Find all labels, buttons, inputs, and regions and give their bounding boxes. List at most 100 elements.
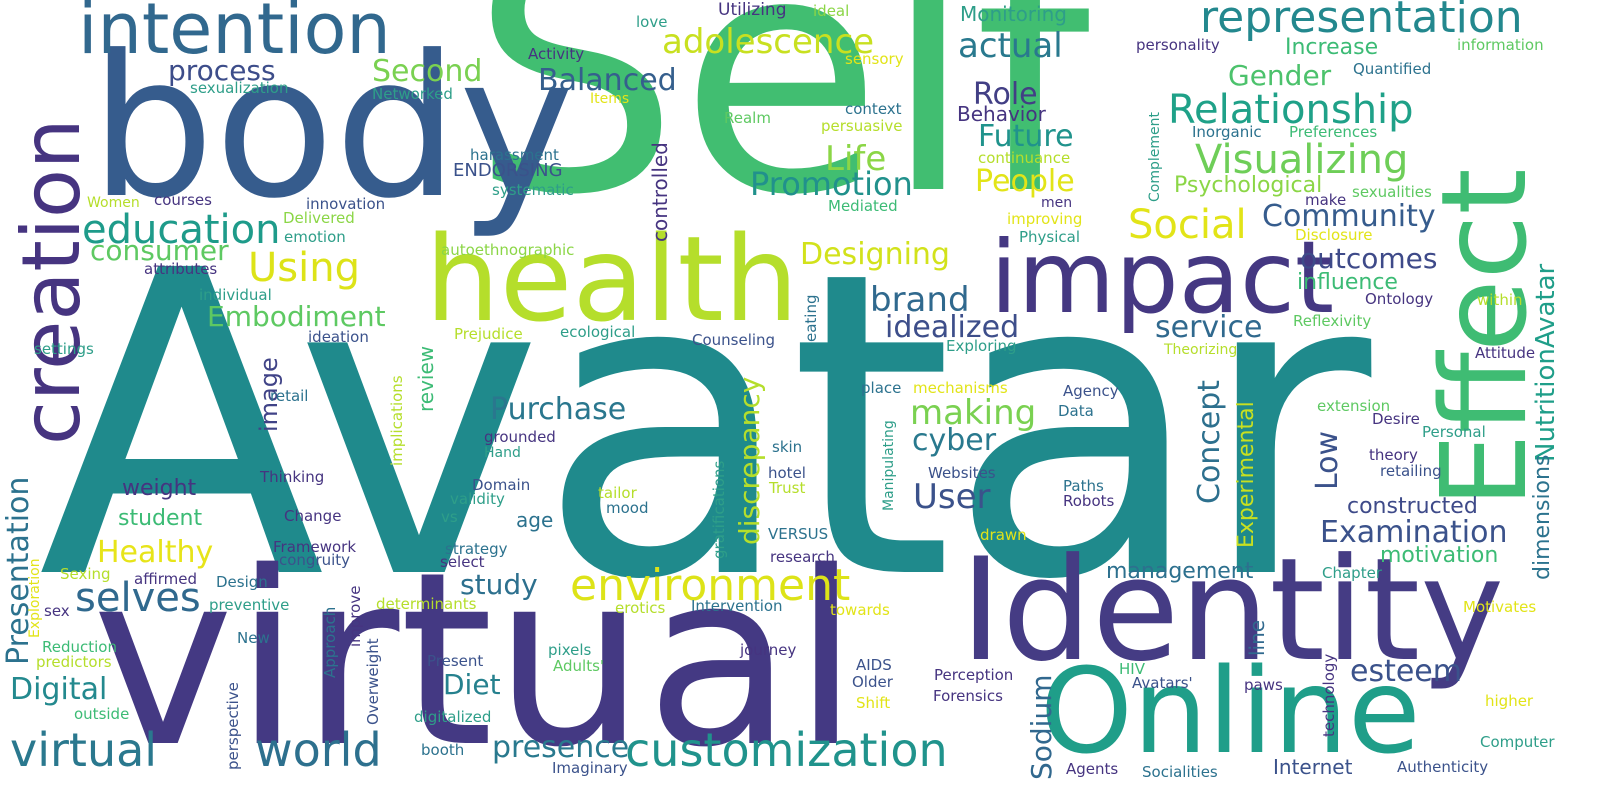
word-service: service: [1155, 310, 1263, 345]
word-overweight: Overweight: [364, 638, 382, 725]
word-impact: impact: [990, 219, 1335, 336]
word-place: place: [861, 379, 902, 397]
word-diet: Diet: [443, 668, 501, 701]
word-forensics: Forensics: [933, 687, 1003, 705]
word-validity: validity: [450, 490, 505, 508]
word-agency: Agency: [1063, 382, 1119, 400]
word-data: Data: [1058, 402, 1094, 420]
word-utilizing: Utilizing: [718, 0, 787, 20]
word-visualizing: Visualizing: [1195, 137, 1409, 183]
word-emotion: emotion: [284, 228, 346, 246]
word-presence: presence: [492, 730, 630, 765]
word-settings: settings: [34, 340, 94, 358]
word-thinking: Thinking: [260, 468, 325, 486]
word-continuance: continuance: [978, 149, 1071, 167]
word-individual: individual: [199, 286, 272, 304]
word-websites: Websites: [928, 464, 996, 482]
word-ecological: ecological: [560, 323, 636, 341]
word-sensory: sensory: [845, 50, 904, 68]
word-quantified: Quantified: [1353, 60, 1432, 78]
word-adolescence: adolescence: [662, 22, 875, 62]
word-desire: Desire: [1372, 410, 1420, 428]
word-process: process: [168, 54, 276, 87]
word-sexualization: sexualization: [190, 79, 289, 97]
word-approach: Approach: [321, 606, 339, 678]
word-hiv: HIV: [1119, 660, 1145, 678]
word-hand: Hand: [484, 445, 521, 461]
word-balanced: Balanced: [538, 63, 677, 98]
word-actual: actual: [958, 26, 1063, 66]
word-sodium: Sodium: [1025, 674, 1058, 780]
word-internet: Internet: [1273, 755, 1353, 779]
word-adults: Adults': [553, 657, 605, 675]
word-virtual-2: virtual: [10, 723, 158, 777]
word-digital: Digital: [10, 672, 108, 707]
word-manipulating: Manipulating: [881, 420, 897, 511]
word-community: Community: [1262, 199, 1436, 234]
word-low: Low: [1310, 430, 1345, 490]
word-computer: Computer: [1480, 733, 1555, 751]
word-perspective: perspective: [224, 682, 242, 770]
word-sexing: Sexing: [60, 565, 111, 583]
word-chapter: Chapter: [1322, 564, 1382, 582]
word-consumer: consumer: [90, 234, 229, 267]
word-robots: Robots: [1063, 492, 1115, 510]
word-social: Social: [1128, 202, 1247, 248]
word-purchase: Purchase: [490, 392, 627, 427]
word-concept: Concept: [1192, 379, 1227, 504]
word-outside: outside: [74, 705, 130, 723]
word-design: Design: [216, 573, 268, 591]
word-perception: Perception: [934, 666, 1014, 684]
word-paws: paws: [1244, 676, 1283, 694]
word-making: making: [910, 393, 1037, 433]
word-shift: Shift: [856, 694, 891, 712]
word-grounded: grounded: [484, 428, 556, 446]
word-versus: VERSUS: [768, 525, 829, 543]
word-influence: influence: [1297, 270, 1398, 295]
word-socialities: Socialities: [1142, 763, 1218, 781]
word-present: Present: [427, 652, 484, 670]
word-higher: higher: [1485, 692, 1534, 710]
word-hotel: hotel: [768, 464, 806, 482]
word-eating: eating: [802, 294, 820, 343]
word-creation: creation: [5, 118, 98, 445]
word-experimental: Experimental: [1234, 401, 1259, 548]
word-behavior: Behavior: [957, 102, 1046, 126]
word-paths: Paths: [1063, 477, 1104, 495]
word-love: love: [636, 13, 668, 31]
word-theorizing: Theorizing: [1164, 342, 1238, 358]
word-disclosure: Disclosure: [1295, 226, 1373, 244]
word-change: Change: [284, 507, 342, 525]
word-predictors: predictors: [36, 653, 112, 671]
word-student: student: [118, 506, 203, 531]
word-context: context: [845, 100, 902, 118]
word-promotion: Promotion: [750, 165, 913, 203]
word-within: within: [1477, 291, 1523, 309]
word-nutritionavatar: NutritionAvatar: [1531, 263, 1561, 462]
word-information: information: [1457, 36, 1544, 54]
word-role: Role: [973, 77, 1038, 112]
word-management: management: [1106, 559, 1254, 584]
word-vs: vs: [441, 508, 458, 526]
word-idealized: idealized: [885, 310, 1020, 345]
word-retailing: retailing: [1380, 462, 1442, 480]
word-esteem: esteem: [1350, 654, 1462, 689]
word-selves: selves: [75, 575, 201, 621]
word-avatar: Avatar: [38, 183, 1371, 672]
word-intervention: Intervention: [691, 597, 783, 615]
word-cyber: cyber: [912, 423, 997, 458]
word-attitude: Attitude: [1475, 344, 1536, 362]
word-review: review: [414, 345, 438, 412]
word-men: men: [1041, 195, 1073, 211]
word-virtual: virtual: [92, 520, 860, 800]
word-mediated: Mediated: [828, 197, 898, 215]
word-reflexivity: Reflexivity: [1293, 312, 1372, 330]
word-exploration: Exploration: [27, 558, 43, 638]
word-aids: AIDS: [856, 656, 892, 674]
word-user: User: [913, 477, 991, 517]
word-complement: Complement: [1147, 112, 1163, 202]
word-research: research: [770, 548, 835, 566]
word-exploring: Exploring: [946, 337, 1017, 355]
word-mood: mood: [606, 499, 649, 517]
word-improve: improve: [346, 585, 364, 647]
